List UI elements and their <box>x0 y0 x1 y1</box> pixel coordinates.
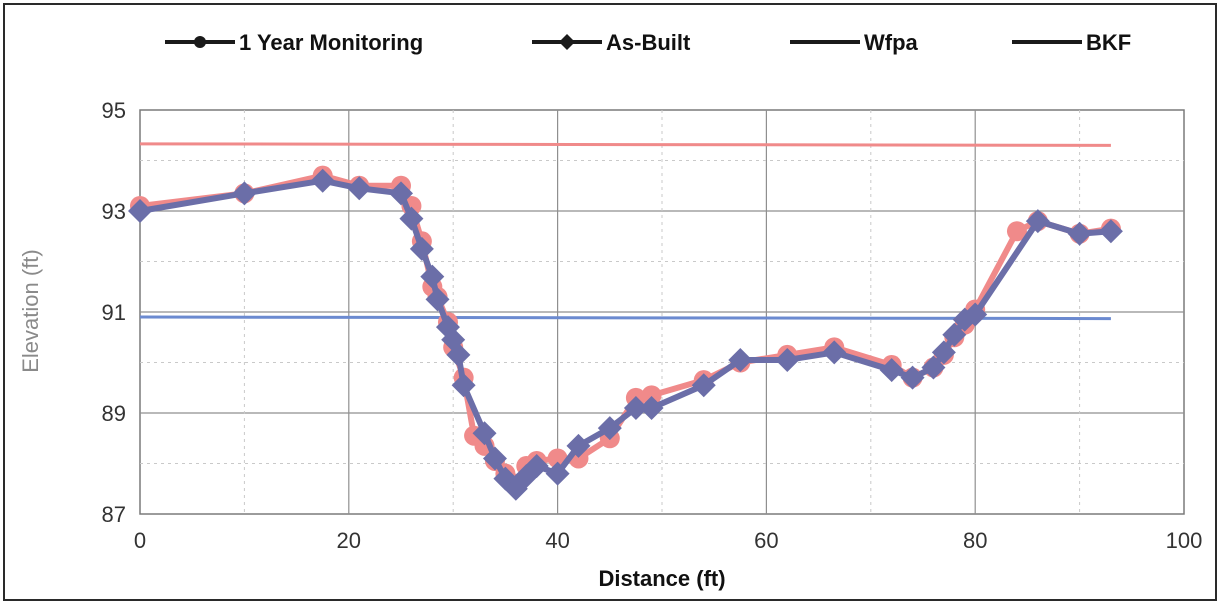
data-point <box>822 340 847 365</box>
legend-item: BKF <box>1012 30 1131 55</box>
y-tick-label: 95 <box>102 98 126 123</box>
data-point <box>931 340 956 365</box>
y-tick-label: 93 <box>102 199 126 224</box>
data-point <box>446 342 471 367</box>
data-point <box>420 264 445 289</box>
legend-label: 1 Year Monitoring <box>239 30 423 55</box>
data-point <box>921 355 946 380</box>
data-point <box>482 446 507 471</box>
data-point <box>451 373 476 398</box>
data-point <box>942 322 967 347</box>
data-point <box>389 181 413 206</box>
legend-label: Wfpa <box>864 30 919 55</box>
x-tick-label: 100 <box>1166 528 1203 553</box>
data-point <box>409 236 434 261</box>
plot-area <box>128 109 1185 515</box>
data-point <box>472 421 497 446</box>
data-point <box>1098 219 1123 244</box>
legend-item: 1 Year Monitoring <box>165 30 423 55</box>
series-line <box>139 315 1111 321</box>
x-tick-label: 60 <box>754 528 778 553</box>
legend-item: As-Built <box>532 30 691 55</box>
data-point <box>900 365 925 390</box>
series-layer <box>128 142 1123 501</box>
data-point <box>691 373 716 398</box>
data-point <box>399 206 424 231</box>
data-point <box>232 181 257 206</box>
legend-marker <box>194 36 206 48</box>
data-point <box>310 168 335 193</box>
legend-item: Wfpa <box>790 30 919 55</box>
legend-marker <box>559 34 575 50</box>
data-point <box>963 302 988 327</box>
data-point <box>597 416 622 441</box>
legend: 1 Year Monitoring As-Built Wfpa BKF <box>165 30 1131 55</box>
x-tick-label: 80 <box>963 528 987 553</box>
legend-label: As-Built <box>606 30 691 55</box>
data-point <box>639 395 664 420</box>
data-point <box>623 395 648 420</box>
series-as-built <box>128 168 1123 501</box>
data-point <box>1006 221 1027 242</box>
data-point <box>775 347 800 372</box>
x-tick-label: 40 <box>545 528 569 553</box>
series-wfpa <box>139 142 1111 147</box>
legend-label: BKF <box>1086 30 1131 55</box>
data-point <box>728 347 753 372</box>
y-axis-label: Elevation (ft) <box>18 249 43 373</box>
data-point <box>879 358 904 383</box>
x-tick-label: 0 <box>134 528 146 553</box>
y-tick-label: 89 <box>102 401 126 426</box>
series-line <box>139 142 1111 147</box>
y-tick-label: 91 <box>102 300 126 325</box>
tick-labels: 0 20 40 60 80 100 87 89 91 93 95 <box>102 98 1203 553</box>
x-tick-label: 20 <box>337 528 361 553</box>
series-bkf <box>139 315 1111 321</box>
y-tick-label: 87 <box>102 502 126 527</box>
data-point <box>641 385 662 406</box>
data-point <box>425 287 450 312</box>
data-point <box>493 466 518 491</box>
data-point <box>128 199 152 223</box>
x-axis-label: Distance (ft) <box>598 566 725 591</box>
data-point <box>347 176 372 201</box>
data-point <box>1067 221 1092 246</box>
data-point <box>524 454 549 479</box>
data-point <box>1025 209 1050 234</box>
data-point <box>545 461 570 486</box>
data-point <box>566 433 591 458</box>
